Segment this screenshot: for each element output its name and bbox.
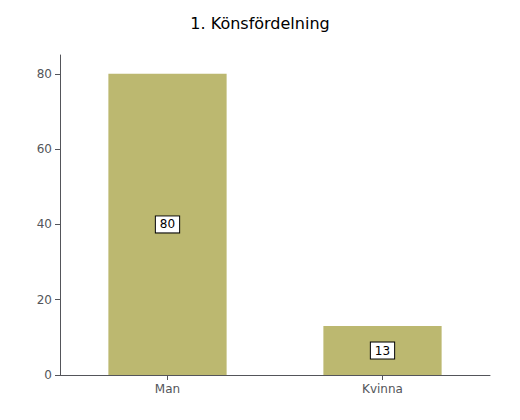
svg-text:20: 20 (37, 293, 52, 307)
svg-text:Man: Man (155, 382, 180, 396)
svg-text:1. Könsfördelning: 1. Könsfördelning (190, 14, 329, 33)
svg-text:13: 13 (375, 344, 390, 358)
svg-text:0: 0 (44, 368, 52, 382)
svg-text:60: 60 (37, 142, 52, 156)
svg-text:40: 40 (37, 217, 52, 231)
svg-text:Kvinna: Kvinna (362, 382, 403, 396)
svg-text:80: 80 (160, 217, 175, 231)
svg-text:80: 80 (37, 67, 52, 81)
